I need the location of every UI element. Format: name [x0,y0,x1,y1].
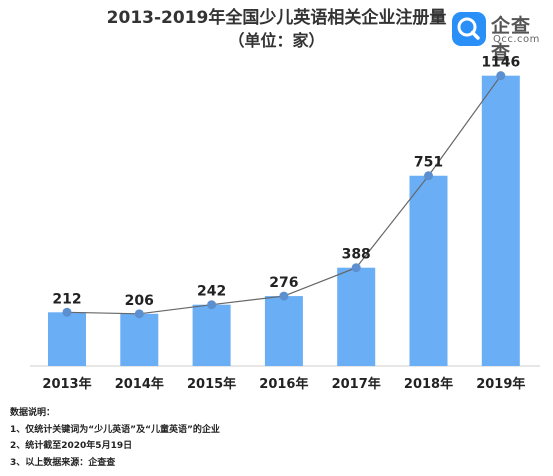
x-tick-label-2016年: 2016年 [259,376,308,392]
bar-2013年 [48,312,86,366]
notes-item-1: 1、仅统计关键词为“少儿英语”及“儿童英语”的企业 [10,424,220,435]
qcc-logo: 企查查 Qcc.com [451,9,547,64]
line-marker-2015年 [207,300,217,310]
qcc-magnifier-icon [452,12,486,46]
x-tick-label-2014年: 2014年 [115,376,164,392]
notes-item-3: 3、以上数据来源：企查查 [10,457,116,468]
bar-2017年 [337,267,376,366]
data-label-2017年: 388 [342,247,371,263]
line-marker-2016年 [279,291,289,301]
x-tick-label-2013年: 2013年 [42,376,91,392]
title-block: 2013-2019年全国少儿英语相关企业注册量 （单位：家） [0,6,553,52]
x-tick-label-2017年: 2017年 [332,376,381,392]
data-label-2016年: 276 [269,275,298,291]
data-label-2019年: 1146 [481,55,520,71]
bar-2014年 [120,313,159,366]
notes-heading: 数据说明： [10,408,56,418]
bar-2015年 [192,304,231,366]
line-marker-2019年 [496,71,506,81]
line-marker-2018年 [424,171,433,181]
chart-title: 2013-2019年全国少儿英语相关企业注册量 [106,8,447,28]
line-marker-2014年 [134,309,144,319]
x-tick-label-2015年: 2015年 [187,376,236,392]
x-tick-label-2019年: 2019年 [476,376,525,392]
bar-2019年 [481,75,520,367]
notes-item-2: 2、统计截至2020年5月19日 [10,441,133,451]
chart-subtitle: （单位：家） [228,31,325,50]
logo-brand-url: Qcc.com [493,34,540,45]
data-notes: 数据说明： 1、仅统计关键词为“少儿英语”及“儿童英语”的企业 2、统计截至20… [10,405,220,471]
line-marker-2013年 [62,307,72,317]
line-marker-2017年 [351,263,361,273]
data-label-2015年: 242 [197,284,226,300]
bar-2018年 [409,175,448,366]
data-label-2018年: 751 [414,155,443,171]
data-label-2014年: 206 [125,293,154,309]
x-tick-label-2018年: 2018年 [404,376,453,392]
bar-2016年 [264,296,303,366]
logo-brand-name: 企查查 [491,15,532,64]
data-label-2013年: 212 [52,291,81,307]
